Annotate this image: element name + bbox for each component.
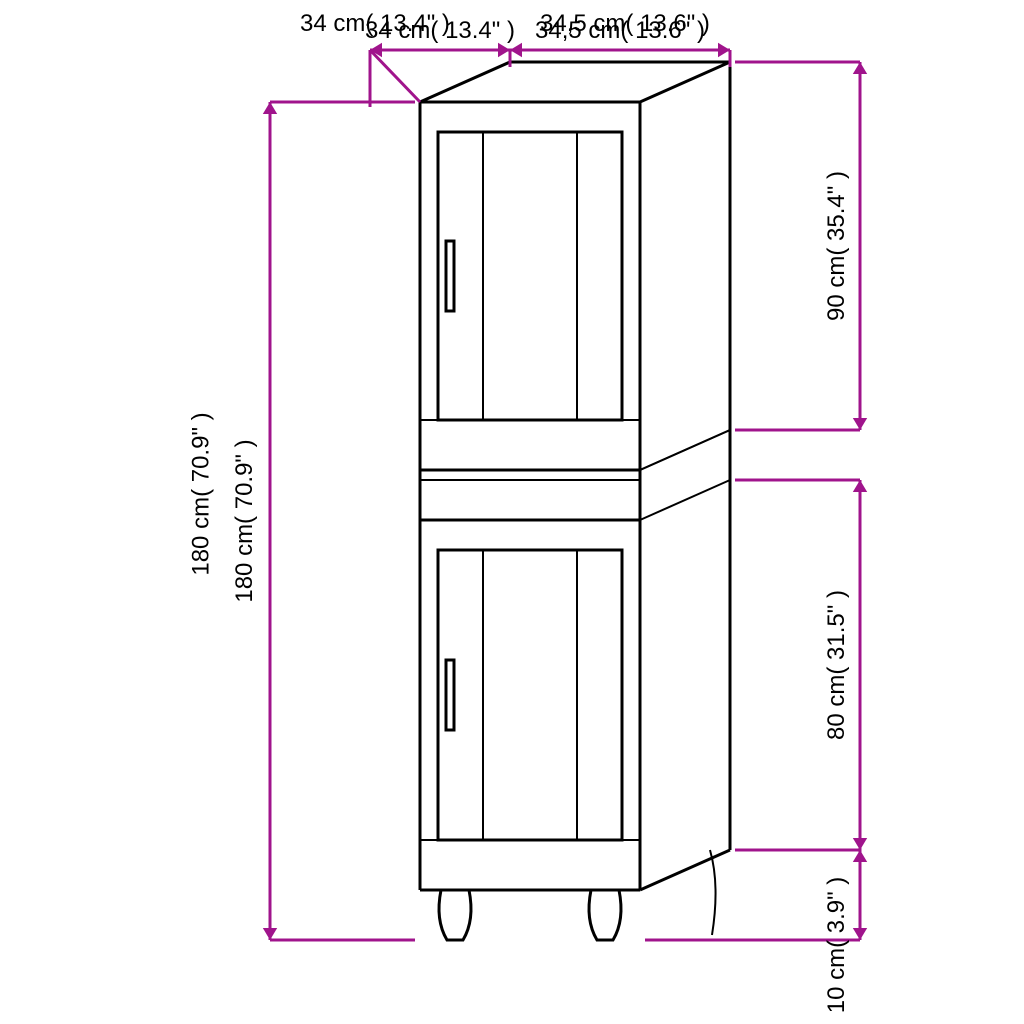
svg-text:34,5 cm( 13.6" ): 34,5 cm( 13.6" ) (535, 17, 705, 44)
svg-text:10 cm( 3.9" ): 10 cm( 3.9" ) (823, 877, 850, 1014)
svg-text:80 cm( 31.5" ): 80 cm( 31.5" ) (823, 590, 850, 740)
svg-text:180 cm( 70.9" ): 180 cm( 70.9" ) (231, 439, 258, 602)
svg-text:34 cm( 13.4" ): 34 cm( 13.4" ) (365, 17, 515, 44)
svg-text:90 cm( 35.4" ): 90 cm( 35.4" ) (823, 171, 850, 321)
